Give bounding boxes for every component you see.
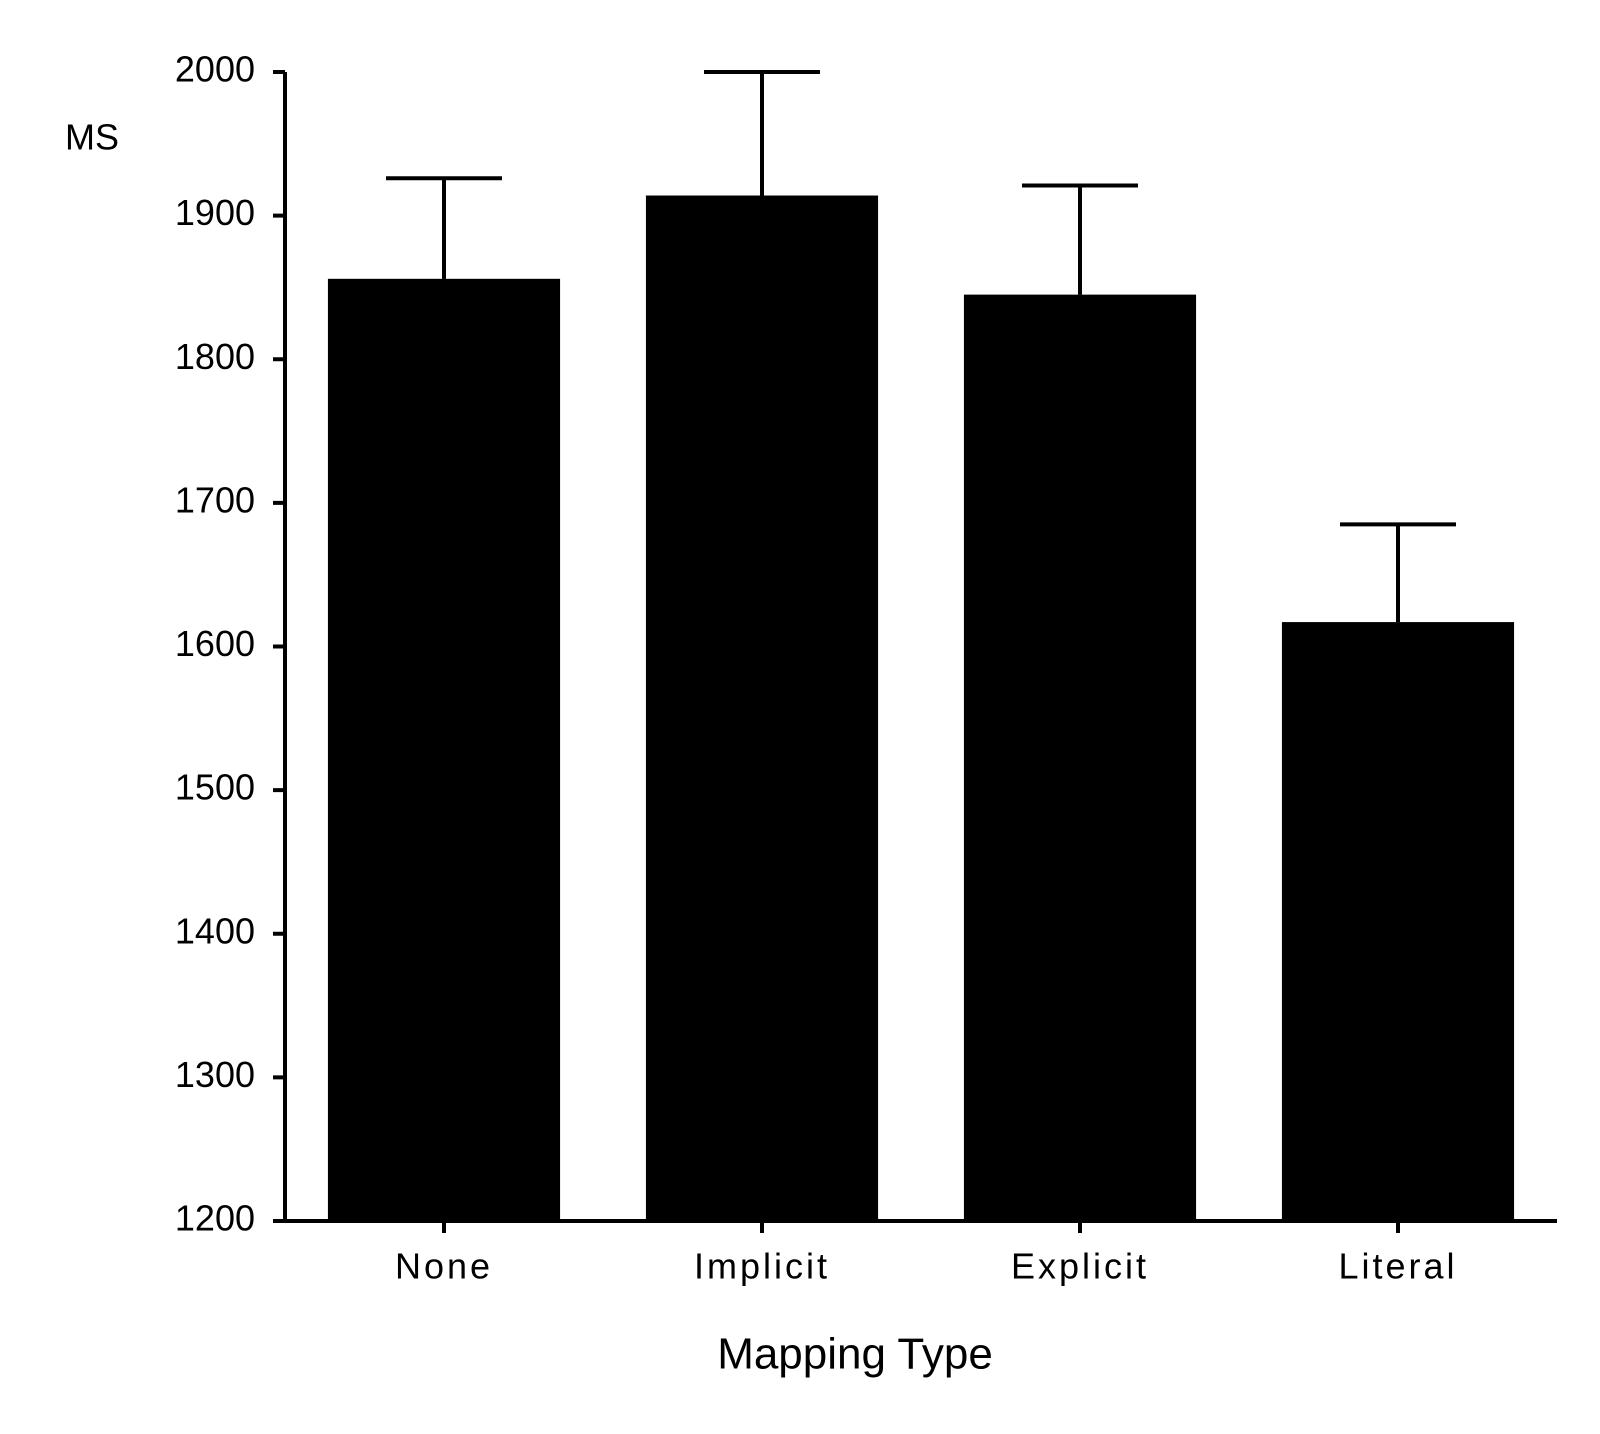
x-tick-label: None bbox=[395, 1246, 493, 1287]
x-tick-label: Literal bbox=[1338, 1246, 1457, 1287]
y-tick-label: 1200 bbox=[175, 1198, 255, 1239]
bar bbox=[963, 294, 1197, 1221]
y-tick-label: 2000 bbox=[175, 49, 255, 90]
bar bbox=[1281, 622, 1515, 1221]
y-axis-label: MS bbox=[65, 117, 119, 158]
error-bar bbox=[386, 176, 502, 279]
x-tick-label: Implicit bbox=[694, 1246, 830, 1287]
y-tick-label: 1600 bbox=[175, 623, 255, 664]
x-axis-label: Mapping Type bbox=[717, 1330, 993, 1379]
y-tick-label: 1900 bbox=[175, 192, 255, 233]
error-bar bbox=[1022, 183, 1138, 295]
bar bbox=[645, 195, 879, 1222]
error-bar bbox=[1340, 522, 1456, 623]
x-tick-label: Explicit bbox=[1011, 1246, 1149, 1287]
y-tick-label: 1300 bbox=[175, 1054, 255, 1095]
y-tick-label: 1700 bbox=[175, 479, 255, 520]
y-tick-label: 1500 bbox=[175, 767, 255, 808]
y-tick-label: 1800 bbox=[175, 336, 255, 377]
bar bbox=[327, 278, 561, 1221]
error-bar bbox=[704, 70, 820, 196]
y-tick-label: 1400 bbox=[175, 910, 255, 951]
